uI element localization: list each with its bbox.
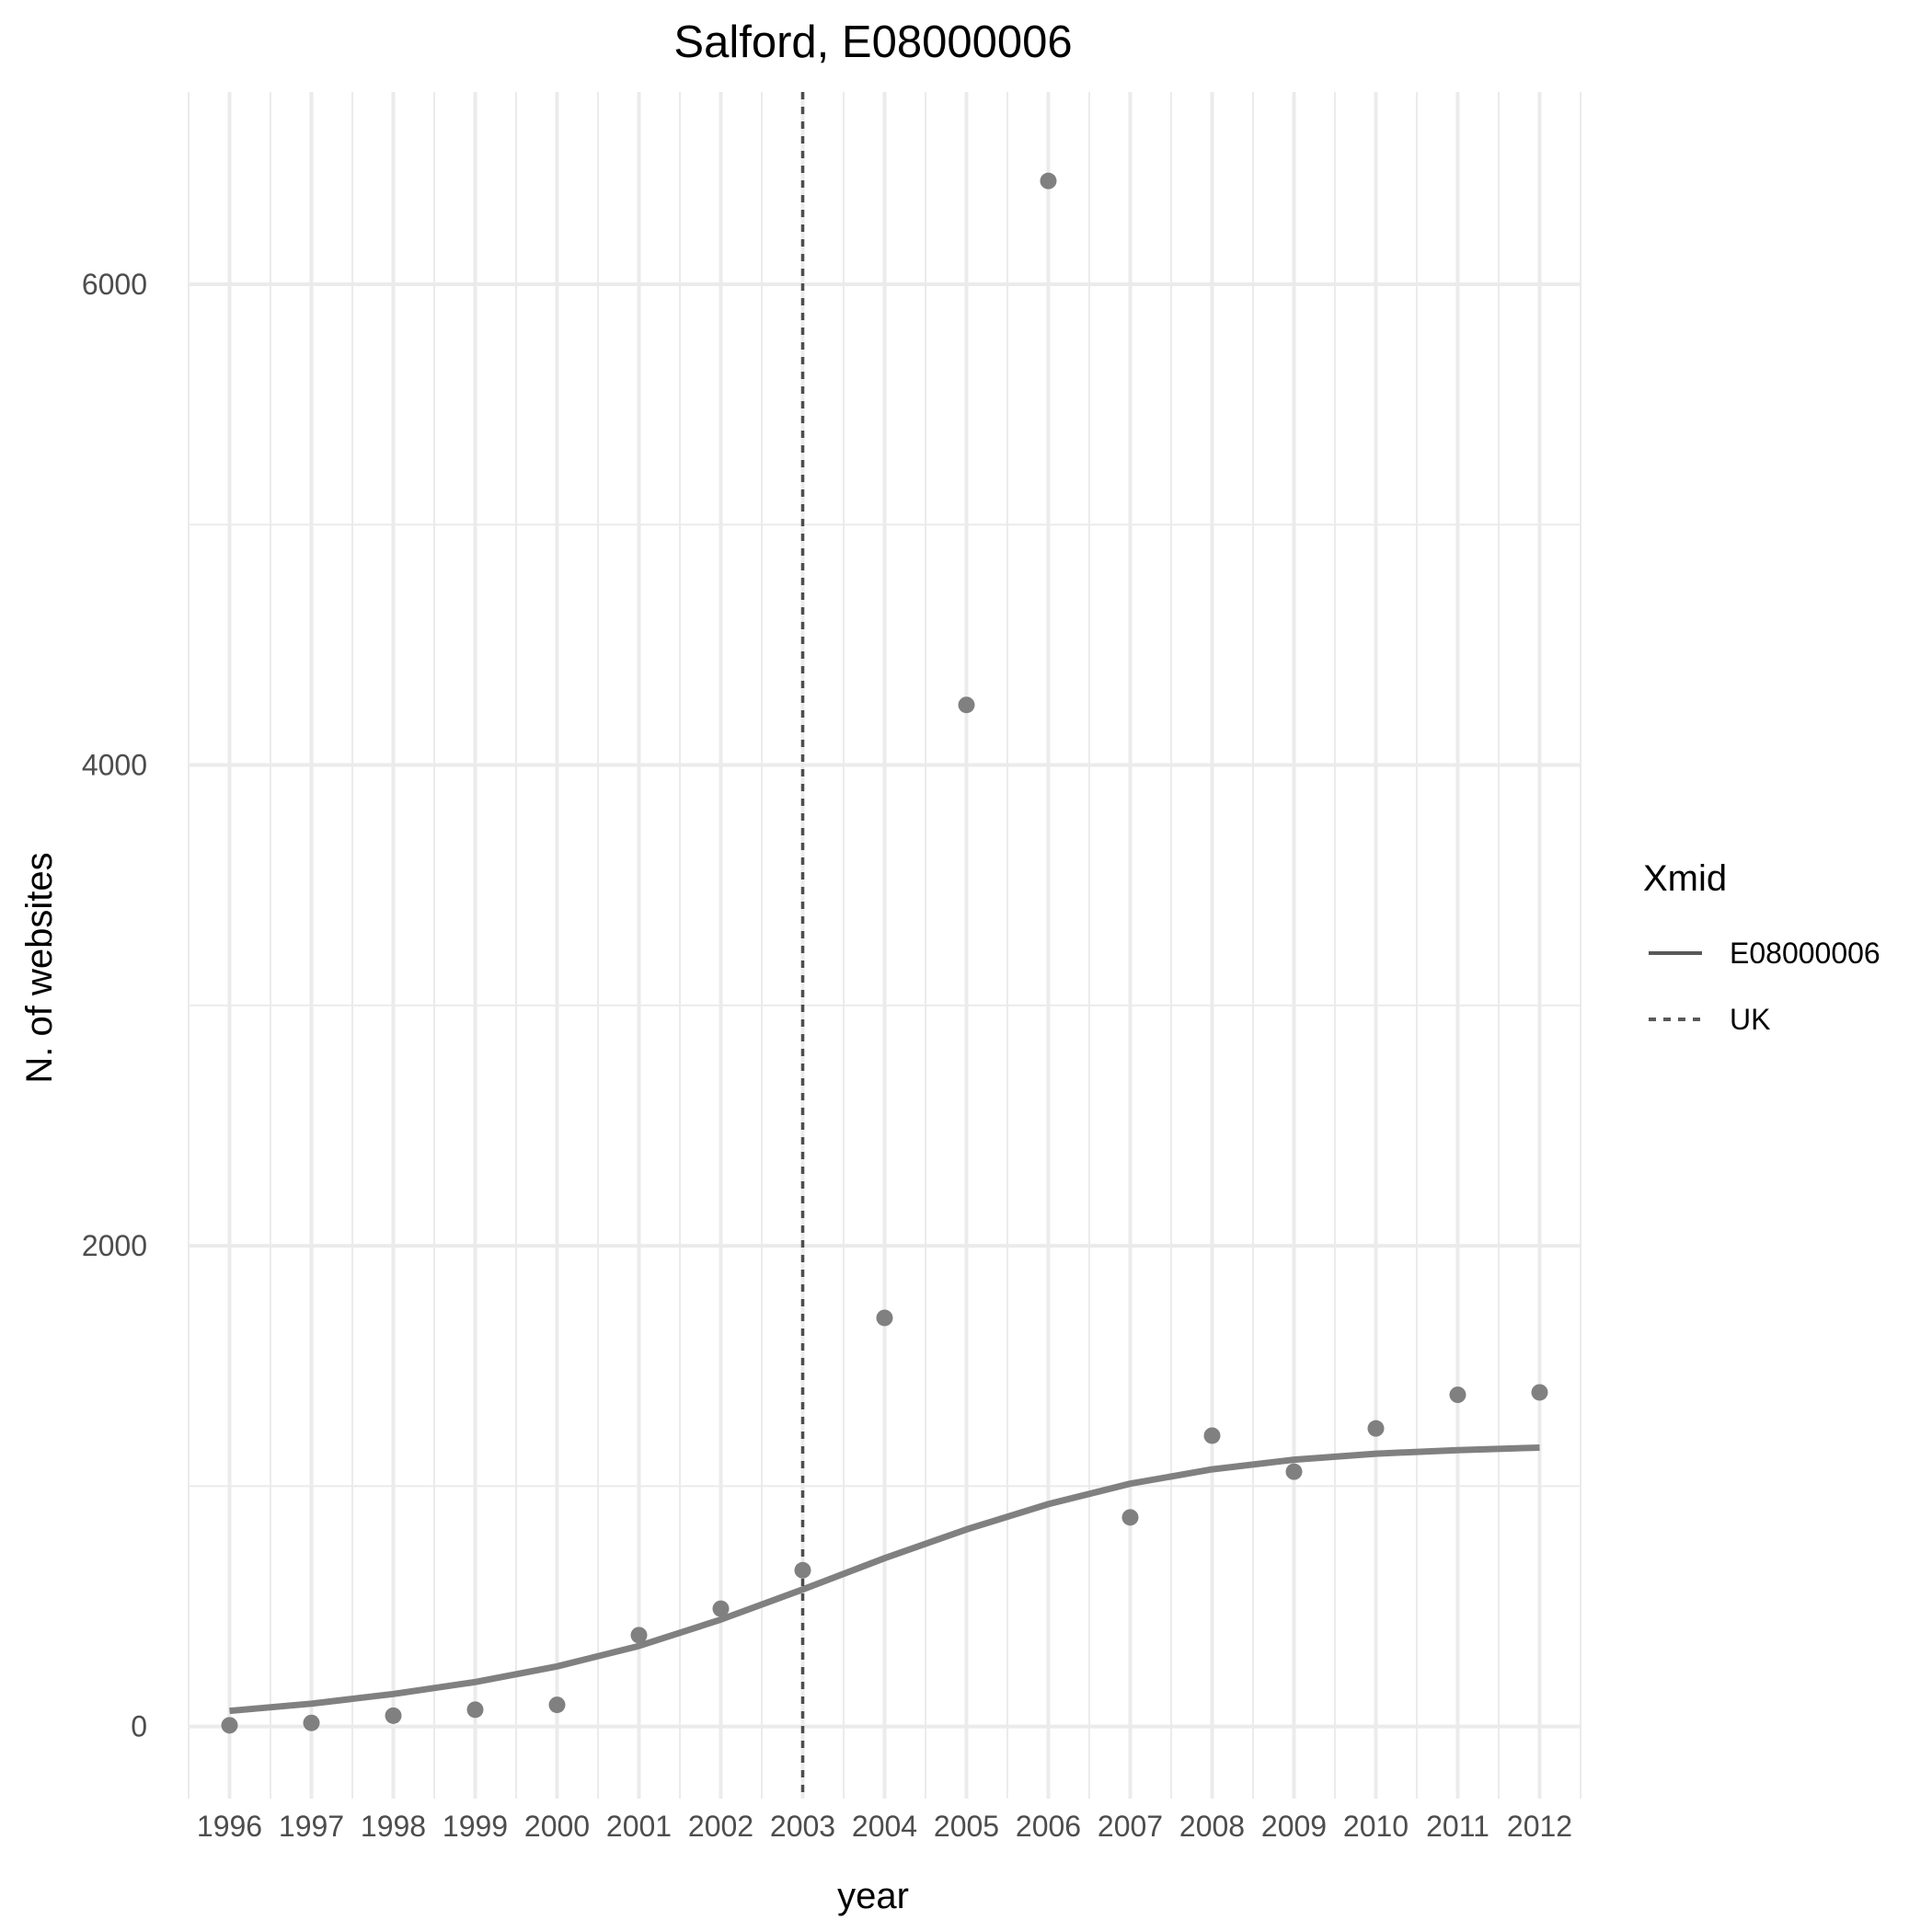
x-tick-label-2001: 2001 <box>606 1810 672 1843</box>
x-tick-label-1996: 1996 <box>197 1810 262 1843</box>
y-axis-title: N. of websites <box>19 852 60 1083</box>
legend: Xmid E08000006 UK <box>1643 858 1880 1036</box>
x-tick-label-2005: 2005 <box>934 1810 999 1843</box>
legend-label-e08000006: E08000006 <box>1730 937 1880 970</box>
chart-title: Salford, E08000006 <box>673 17 1072 67</box>
data-point-1999 <box>466 1701 484 1719</box>
y-tick-label-4000: 4000 <box>82 749 147 782</box>
data-point-2002 <box>712 1600 730 1617</box>
x-tick-label-2004: 2004 <box>852 1810 917 1843</box>
x-tick-label-2011: 2011 <box>1426 1810 1489 1843</box>
y-tick-label-2000: 2000 <box>82 1229 147 1262</box>
data-point-2007 <box>1121 1509 1139 1526</box>
y-tick-label-6000: 6000 <box>82 268 147 301</box>
grid <box>188 92 1581 1799</box>
legend-title: Xmid <box>1643 858 1727 899</box>
data-point-2009 <box>1285 1463 1303 1480</box>
data-point-2012 <box>1531 1384 1548 1401</box>
x-tick-label-2008: 2008 <box>1179 1810 1245 1843</box>
series-line-e08000006 <box>229 1444 1540 1715</box>
data-point-1996 <box>221 1717 238 1734</box>
data-point-1997 <box>303 1714 320 1731</box>
x-tick-label-1999: 1999 <box>443 1810 508 1843</box>
data-layer <box>221 92 1548 1799</box>
x-tick-label-2009: 2009 <box>1261 1810 1327 1843</box>
data-point-2001 <box>630 1627 648 1644</box>
x-tick-label-1998: 1998 <box>361 1810 426 1843</box>
data-point-2004 <box>876 1309 893 1327</box>
x-tick-label-2002: 2002 <box>688 1810 753 1843</box>
x-axis-title: year <box>837 1876 909 1916</box>
data-point-2000 <box>548 1696 566 1714</box>
y-tick-labels: 0 2000 4000 6000 <box>82 268 147 1743</box>
x-tick-labels: 1996 1997 1998 1999 2000 2001 2002 2003 2004 2005… <box>197 1810 1572 1843</box>
x-tick-label-2012: 2012 <box>1507 1810 1572 1843</box>
y-tick-label-0: 0 <box>131 1710 147 1743</box>
data-point-1998 <box>385 1707 402 1724</box>
x-tick-label-2010: 2010 <box>1343 1810 1409 1843</box>
x-tick-label-2003: 2003 <box>770 1810 835 1843</box>
x-tick-label-2006: 2006 <box>1016 1810 1081 1843</box>
data-point-2005 <box>958 696 975 714</box>
data-point-2010 <box>1367 1420 1385 1437</box>
x-tick-label-2007: 2007 <box>1098 1810 1163 1843</box>
data-point-2011 <box>1449 1386 1466 1404</box>
data-point-2006 <box>1040 172 1057 190</box>
legend-label-uk: UK <box>1730 1003 1770 1036</box>
x-tick-label-2000: 2000 <box>524 1810 590 1843</box>
data-point-2003 <box>794 1561 811 1579</box>
data-point-2008 <box>1203 1427 1221 1444</box>
x-tick-label-1997: 1997 <box>279 1810 344 1843</box>
